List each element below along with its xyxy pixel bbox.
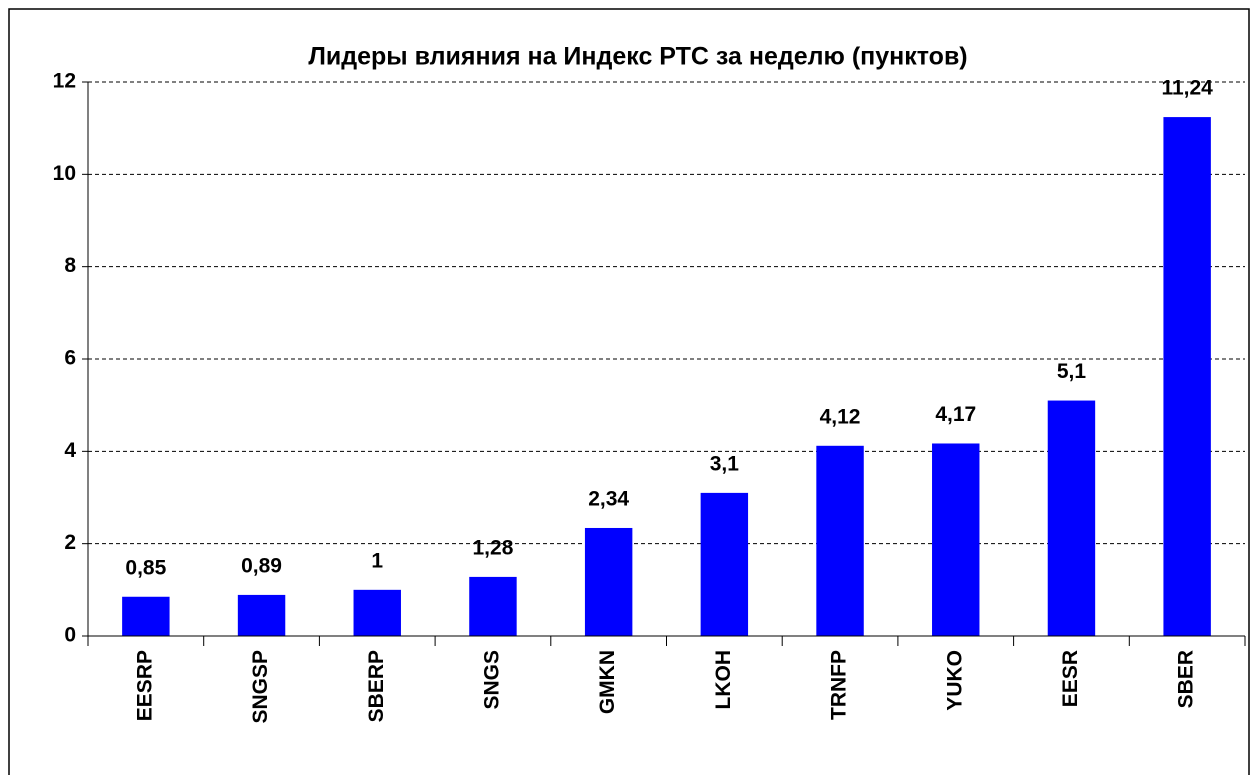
y-tick-label: 2	[64, 531, 76, 554]
bar	[353, 589, 401, 636]
bar	[932, 443, 980, 636]
data-label: 1,28	[473, 536, 514, 559]
y-tick-label: 10	[53, 162, 76, 185]
data-label: 3,1	[710, 452, 740, 475]
x-tick-label: SBER	[1175, 650, 1198, 708]
chart-title: Лидеры влияния на Индекс РТС за неделю (…	[308, 43, 967, 71]
y-tick-label: 4	[64, 439, 76, 462]
x-tick-label: SNGS	[480, 650, 503, 710]
y-tick-label: 8	[64, 254, 76, 277]
data-label: 2,34	[588, 488, 629, 511]
x-tick-label: TRNFP	[828, 650, 851, 720]
bar	[122, 596, 170, 636]
bar	[1047, 400, 1096, 636]
x-tick-label: SBERP	[365, 650, 388, 722]
bar	[469, 576, 517, 636]
x-tick-label: EESRP	[133, 650, 156, 721]
data-label: 0,85	[125, 556, 166, 579]
bar	[700, 492, 749, 636]
bar	[584, 527, 633, 636]
y-tick-label: 12	[53, 70, 76, 93]
x-tick-label: SNGSP	[249, 650, 272, 724]
data-label: 1	[371, 549, 383, 572]
data-label: 4,12	[820, 405, 861, 428]
data-label: 0,89	[241, 554, 282, 577]
data-label: 5,1	[1057, 360, 1087, 383]
bar	[1163, 117, 1211, 636]
x-tick-label: YUKO	[943, 650, 966, 711]
y-tick-label: 6	[64, 347, 76, 370]
data-label: 4,17	[935, 403, 976, 426]
chart-frame	[8, 8, 1250, 775]
bar	[237, 594, 286, 636]
x-tick-label: EESR	[1059, 650, 1082, 707]
y-tick-label: 0	[64, 624, 76, 647]
bar	[816, 445, 864, 636]
x-tick-label: LKOH	[712, 650, 735, 710]
x-tick-label: GMKN	[596, 650, 619, 714]
data-label: 11,24	[1161, 77, 1213, 100]
